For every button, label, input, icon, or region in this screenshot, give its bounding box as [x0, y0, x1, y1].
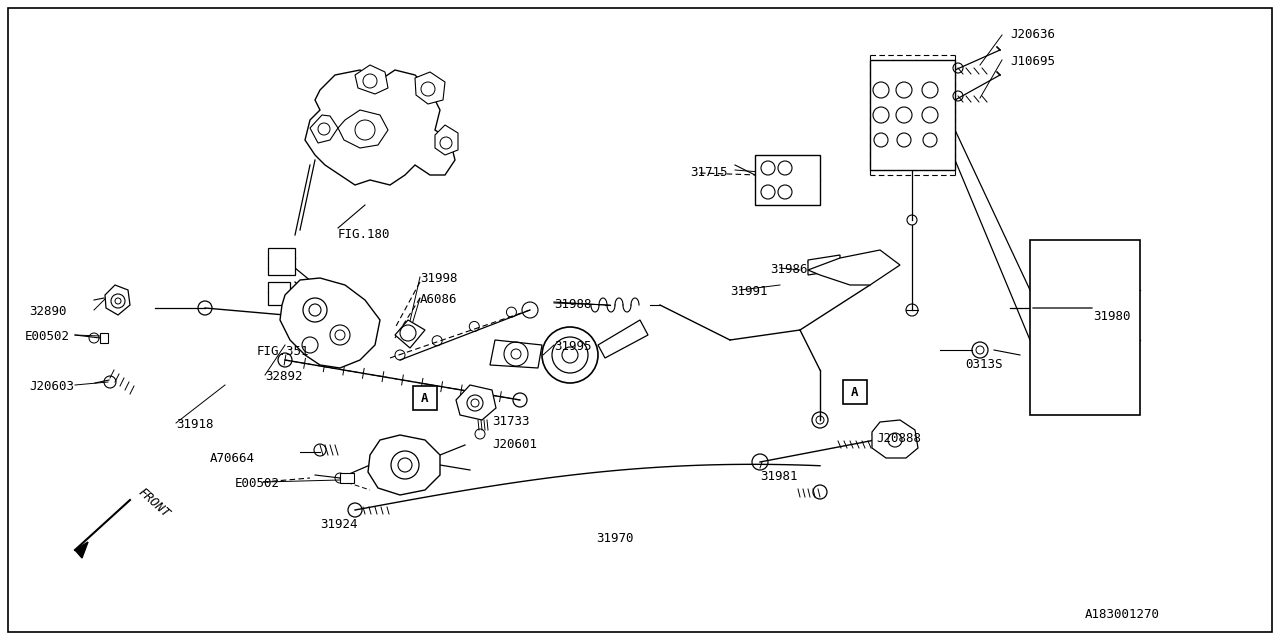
Text: J10695: J10695 — [1010, 55, 1055, 68]
Polygon shape — [598, 320, 648, 358]
Polygon shape — [369, 435, 440, 495]
Text: 31733: 31733 — [492, 415, 530, 428]
Polygon shape — [338, 110, 388, 148]
Text: 31980: 31980 — [1093, 310, 1130, 323]
Bar — [413, 386, 436, 410]
Text: 31918: 31918 — [177, 418, 214, 431]
Text: 32890: 32890 — [29, 305, 67, 318]
Text: 31924: 31924 — [320, 518, 357, 531]
Text: FIG.351: FIG.351 — [257, 345, 310, 358]
Text: 0313S: 0313S — [965, 358, 1002, 371]
Text: A183001270: A183001270 — [1085, 608, 1160, 621]
Polygon shape — [268, 248, 294, 275]
Polygon shape — [280, 278, 380, 368]
Text: FRONT: FRONT — [134, 485, 172, 520]
Text: J20888: J20888 — [876, 432, 922, 445]
Polygon shape — [456, 385, 497, 420]
Polygon shape — [310, 115, 338, 143]
Text: 31970: 31970 — [596, 532, 634, 545]
Polygon shape — [808, 255, 840, 275]
Polygon shape — [872, 420, 918, 458]
Text: 31715: 31715 — [690, 166, 727, 179]
Polygon shape — [490, 340, 541, 368]
Polygon shape — [100, 333, 108, 343]
Text: J20636: J20636 — [1010, 28, 1055, 41]
Text: A: A — [851, 385, 859, 399]
Polygon shape — [808, 250, 900, 285]
Polygon shape — [396, 320, 425, 348]
Text: A: A — [421, 392, 429, 404]
Text: 31998: 31998 — [420, 272, 457, 285]
Polygon shape — [755, 155, 820, 205]
Polygon shape — [76, 542, 88, 558]
Text: J20603: J20603 — [29, 380, 74, 393]
Text: E00502: E00502 — [236, 477, 280, 490]
Text: A70664: A70664 — [210, 452, 255, 465]
Text: 31991: 31991 — [730, 285, 768, 298]
Polygon shape — [305, 70, 454, 185]
Text: E00502: E00502 — [26, 330, 70, 343]
Text: 31988: 31988 — [554, 298, 591, 311]
Polygon shape — [268, 282, 291, 305]
Text: 31995: 31995 — [554, 340, 591, 353]
Text: 32892: 32892 — [265, 370, 302, 383]
Polygon shape — [415, 72, 445, 104]
Polygon shape — [870, 60, 955, 170]
Polygon shape — [355, 65, 388, 94]
Text: FIG.180: FIG.180 — [338, 228, 390, 241]
Bar — [844, 380, 867, 404]
Polygon shape — [105, 285, 131, 315]
Polygon shape — [435, 125, 458, 155]
Text: 31981: 31981 — [760, 470, 797, 483]
Text: A6086: A6086 — [420, 293, 457, 306]
Text: J20601: J20601 — [492, 438, 538, 451]
Polygon shape — [340, 473, 355, 483]
Text: 31986: 31986 — [771, 263, 808, 276]
Bar — [1030, 240, 1140, 415]
